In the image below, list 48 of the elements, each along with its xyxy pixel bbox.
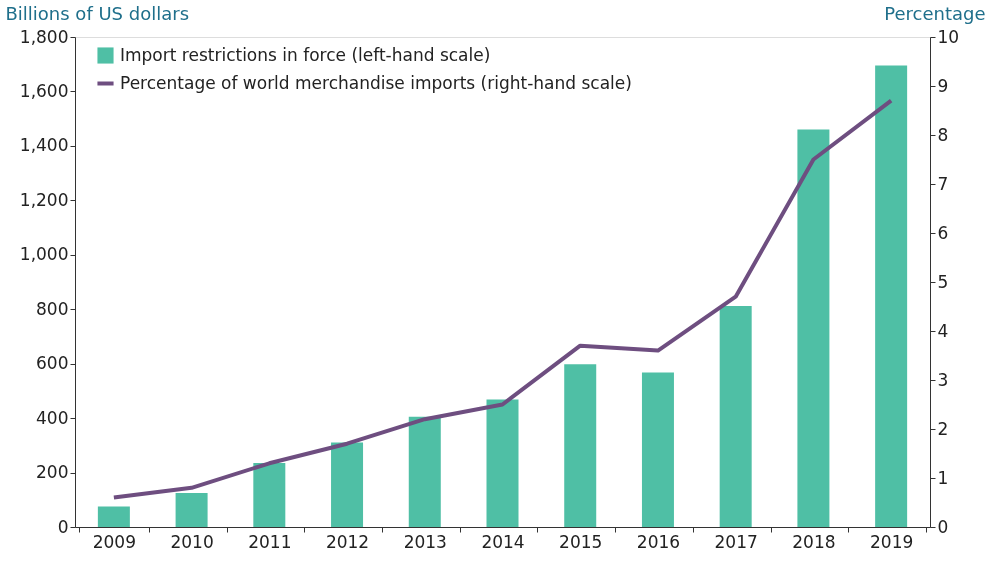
x-tick-label: 2015 — [559, 531, 603, 552]
bar — [408, 416, 441, 527]
y2-tick-label: 0 — [937, 516, 949, 537]
x-tick-label: 2012 — [325, 531, 370, 552]
bar — [875, 65, 908, 527]
y-tick-label: 200 — [36, 462, 69, 483]
bar — [331, 442, 364, 527]
y-tick-label: 1,600 — [19, 80, 69, 101]
y-tick-label: 0 — [57, 516, 69, 537]
y2-tick-label: 5 — [937, 271, 949, 292]
y2-tick-label: 9 — [937, 75, 949, 96]
bar — [253, 463, 286, 527]
x-tick-label: 2010 — [170, 531, 214, 552]
y2-tick-label: 8 — [937, 124, 949, 145]
y-tick-label: 600 — [36, 353, 69, 374]
y2-axis-title: Percentage — [884, 2, 986, 24]
y2-tick-label: 6 — [937, 222, 949, 243]
x-tick-label: 2019 — [870, 531, 914, 552]
y-tick-label: 800 — [36, 298, 69, 319]
y2-tick-label: 2 — [937, 418, 949, 439]
bar — [564, 364, 597, 527]
bar — [719, 305, 752, 527]
y2-tick-label: 10 — [937, 26, 960, 47]
y-tick-label: 1,800 — [19, 26, 69, 47]
x-tick-label: 2011 — [248, 531, 292, 552]
y-axis-title: Billions of US dollars — [5, 2, 190, 24]
y-tick-label: 1,400 — [19, 135, 69, 156]
x-tick-label: 2017 — [714, 531, 758, 552]
y-tick-label: 1,000 — [19, 244, 69, 265]
bar — [641, 372, 674, 527]
line-series — [111, 98, 894, 500]
legend-label: Import restrictions in force (left-hand scale) — [120, 44, 491, 65]
legend-label: Percentage of world merchandise imports (right-hand scale) — [120, 72, 632, 93]
y-tick-label: 1,200 — [19, 189, 69, 210]
y2-tick-label: 4 — [937, 320, 949, 341]
x-tick-label: 2018 — [792, 531, 836, 552]
x-tick-label: 2013 — [403, 531, 447, 552]
x-tick-label: 2014 — [481, 531, 525, 552]
y2-tick-label: 3 — [937, 369, 949, 390]
x-tick-label: 2016 — [636, 531, 681, 552]
y2-tick-label: 1 — [937, 467, 949, 488]
bar — [175, 492, 208, 527]
x-tick-label: 2009 — [92, 531, 136, 552]
y-tick-label: 400 — [36, 407, 69, 428]
bar — [97, 506, 130, 527]
bar — [797, 129, 830, 527]
bar — [486, 399, 519, 527]
y2-tick-label: 7 — [937, 173, 949, 194]
